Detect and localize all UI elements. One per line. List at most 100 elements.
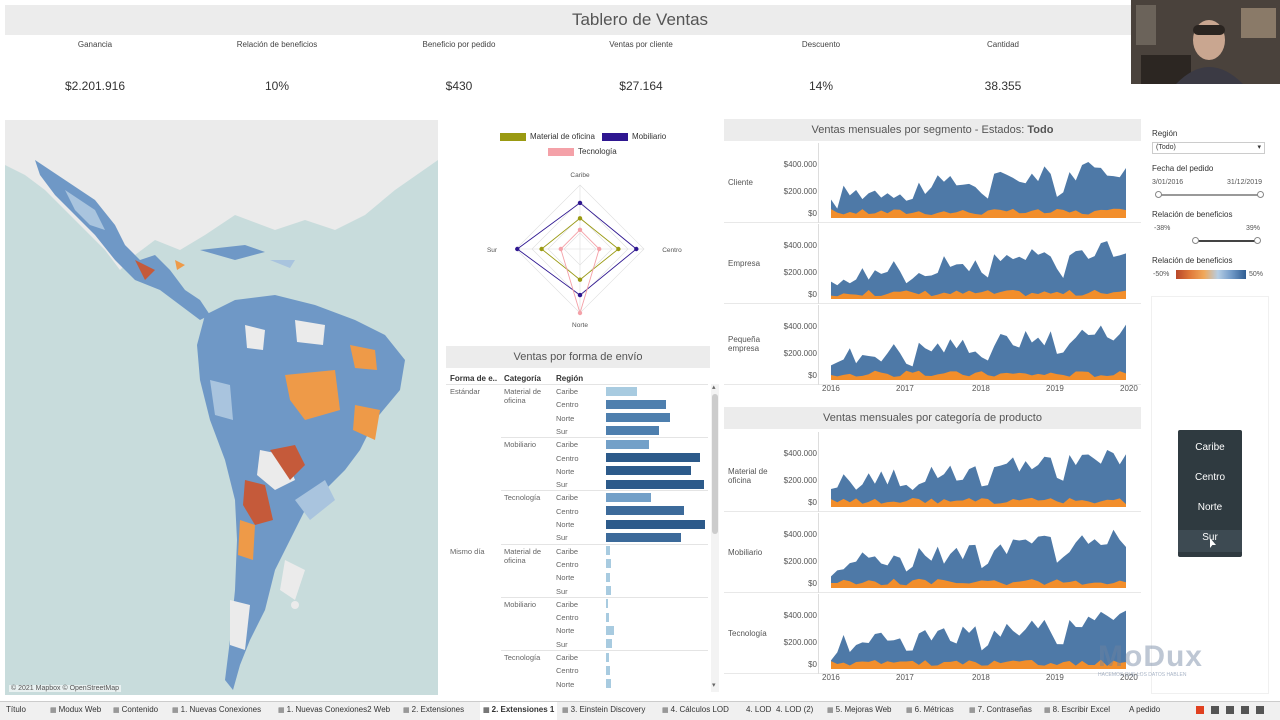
ship-bar[interactable] [606,652,609,662]
legend-swatch [548,147,574,156]
chart-row[interactable]: Mobiliario $400.000 $200.000 $0 [724,513,1141,593]
area-chart[interactable] [829,143,1129,223]
tab-9[interactable]: 4. LOD [746,705,771,714]
date-slider-end-handle[interactable] [1257,191,1264,198]
ship-bar[interactable] [606,413,671,423]
tab-6[interactable]: ▦ 2. Extensiones 1 [480,702,558,720]
tab-0[interactable]: Título [6,705,26,714]
orange-area [831,578,1126,588]
area-chart[interactable] [829,513,1129,593]
category-divider [501,650,708,651]
ship-bar[interactable] [606,679,611,689]
prev-icon[interactable] [1241,706,1249,714]
tab-15[interactable]: A pedido [1129,705,1160,714]
kpi-label: Descuento [801,40,841,49]
y-tick-label: $0 [808,290,817,299]
area-chart[interactable] [829,305,1129,385]
tab-3[interactable]: ▦ 1. Nuevas Conexiones [172,705,261,714]
tab-2[interactable]: ▦ Contenido [113,705,158,714]
category-title-text: Ventas mensuales por categoría de produc… [823,412,1042,424]
ship-bar[interactable] [606,665,610,675]
tab-1[interactable]: ▦ Modux Web [50,705,101,714]
ship-region-label: Caribe [556,546,579,556]
region-dropdown[interactable]: (Todo) ▾ [1152,142,1265,154]
table-header[interactable]: Región [556,374,584,383]
table-header[interactable]: Forma de e.. [450,374,498,383]
legend-item[interactable]: Material de oficina [500,132,595,141]
ratio-slider-track[interactable] [1194,240,1258,242]
ship-bar[interactable] [606,506,685,516]
chart-row[interactable]: Material de oficina $400.000 $200.000 $0 [724,432,1141,512]
ship-bar[interactable] [606,453,701,462]
ship-bar[interactable] [606,386,637,396]
shipping-scrollbar[interactable] [711,384,719,692]
ship-bar[interactable] [606,399,667,409]
shipping-table[interactable]: Forma de e.. Categoría Región Estándar Mater… [446,370,721,692]
ship-region-label: Norte [556,679,575,689]
tab-7[interactable]: ▦ 3. Einstein Discovery [562,705,645,714]
popup-item-centro[interactable]: Centro [1194,472,1225,483]
ship-bar[interactable] [606,546,610,556]
tab-8[interactable]: ▦ 4. Cálculos LOD [662,705,729,714]
ratio-slider-max-handle[interactable] [1254,237,1261,244]
first-page-icon[interactable] [1196,706,1204,714]
ship-bar[interactable] [606,439,649,449]
ship-bar[interactable] [606,599,608,609]
ship-region-label: Sur [556,426,568,436]
tab-5[interactable]: ▦ 2. Extensiones [403,705,464,714]
ship-mode-label: Estándar [450,387,481,396]
ratio-slider-min-handle[interactable] [1192,237,1199,244]
ship-bar[interactable] [606,492,651,502]
popup-item-caribe[interactable]: Caribe [1195,442,1225,453]
chart-row[interactable]: Cliente $400.000 $200.000 $0 [724,143,1141,223]
ship-bar[interactable] [606,466,692,476]
chevron-up-icon[interactable]: ▴ [712,384,716,391]
ship-bar[interactable] [606,559,611,569]
map-canvas[interactable] [5,120,438,695]
ship-bar[interactable] [606,519,705,529]
tab-12[interactable]: ▦ 6. Métricas [906,705,954,714]
list-icon[interactable] [1226,706,1234,714]
chevron-down-icon[interactable]: ▾ [712,682,716,689]
sales-map[interactable]: © 2021 Mapbox © OpenStreetMap [5,120,438,695]
next-icon[interactable] [1256,706,1264,714]
date-slider-start-handle[interactable] [1155,191,1162,198]
radar-series-point [577,216,583,221]
ship-bar[interactable] [606,586,611,595]
legend-item[interactable]: Tecnología [548,147,617,156]
radar-canvas[interactable]: Caribe Centro Norte Sur [470,160,690,340]
ship-bar[interactable] [606,532,682,542]
scrollbar-thumb[interactable] [712,394,718,534]
ship-bar[interactable] [606,639,612,649]
area-chart[interactable] [829,224,1129,304]
date-slider-track[interactable] [1158,194,1260,196]
ship-bar[interactable] [606,612,609,622]
category-panel-title: Ventas mensuales por categoría de produc… [724,407,1141,429]
header-divider [446,384,708,385]
map-credit[interactable]: © 2021 Mapbox © OpenStreetMap [9,685,121,692]
y-tick-label: $400.000 [783,322,817,331]
tab-4[interactable]: ▦ 1. Nuevas Conexiones2 Web [278,705,390,714]
grid-icon[interactable] [1211,706,1219,714]
chart-row[interactable]: Pequeña empresa $400.000 $200.000 $0 [724,305,1141,385]
radar-chart[interactable]: Caribe Centro Norte Sur [470,160,690,340]
extension-area [1151,296,1269,694]
tab-10[interactable]: 4. LOD (2) [776,705,813,714]
popup-item-norte[interactable]: Norte [1197,502,1223,513]
ship-bar[interactable] [606,426,660,436]
ship-bar[interactable] [606,479,704,489]
radar-legend[interactable]: Material de oficina Mobiliario Tecnología [490,130,690,160]
tab-13[interactable]: ▦ 7. Contraseñas [969,705,1032,714]
tab-11[interactable]: ▦ 5. Mejoras Web [827,705,892,714]
area-chart[interactable] [829,432,1129,512]
area-chart[interactable] [829,594,1129,674]
ship-bar[interactable] [606,625,614,635]
table-header[interactable]: Categoría [504,374,541,383]
tab-14[interactable]: ▦ 8. Escribir Excel [1044,705,1110,714]
chart-row[interactable]: Empresa $400.000 $200.000 $0 [724,224,1141,304]
ship-bar[interactable] [606,572,610,582]
region-popup-menu[interactable]: Caribe Centro Norte Sur [1178,430,1242,557]
legend-item[interactable]: Mobiliario [602,132,666,141]
radar-axis-label: Sur [487,247,498,254]
chart-row[interactable]: Tecnología $400.000 $200.000 $0 [724,594,1141,674]
